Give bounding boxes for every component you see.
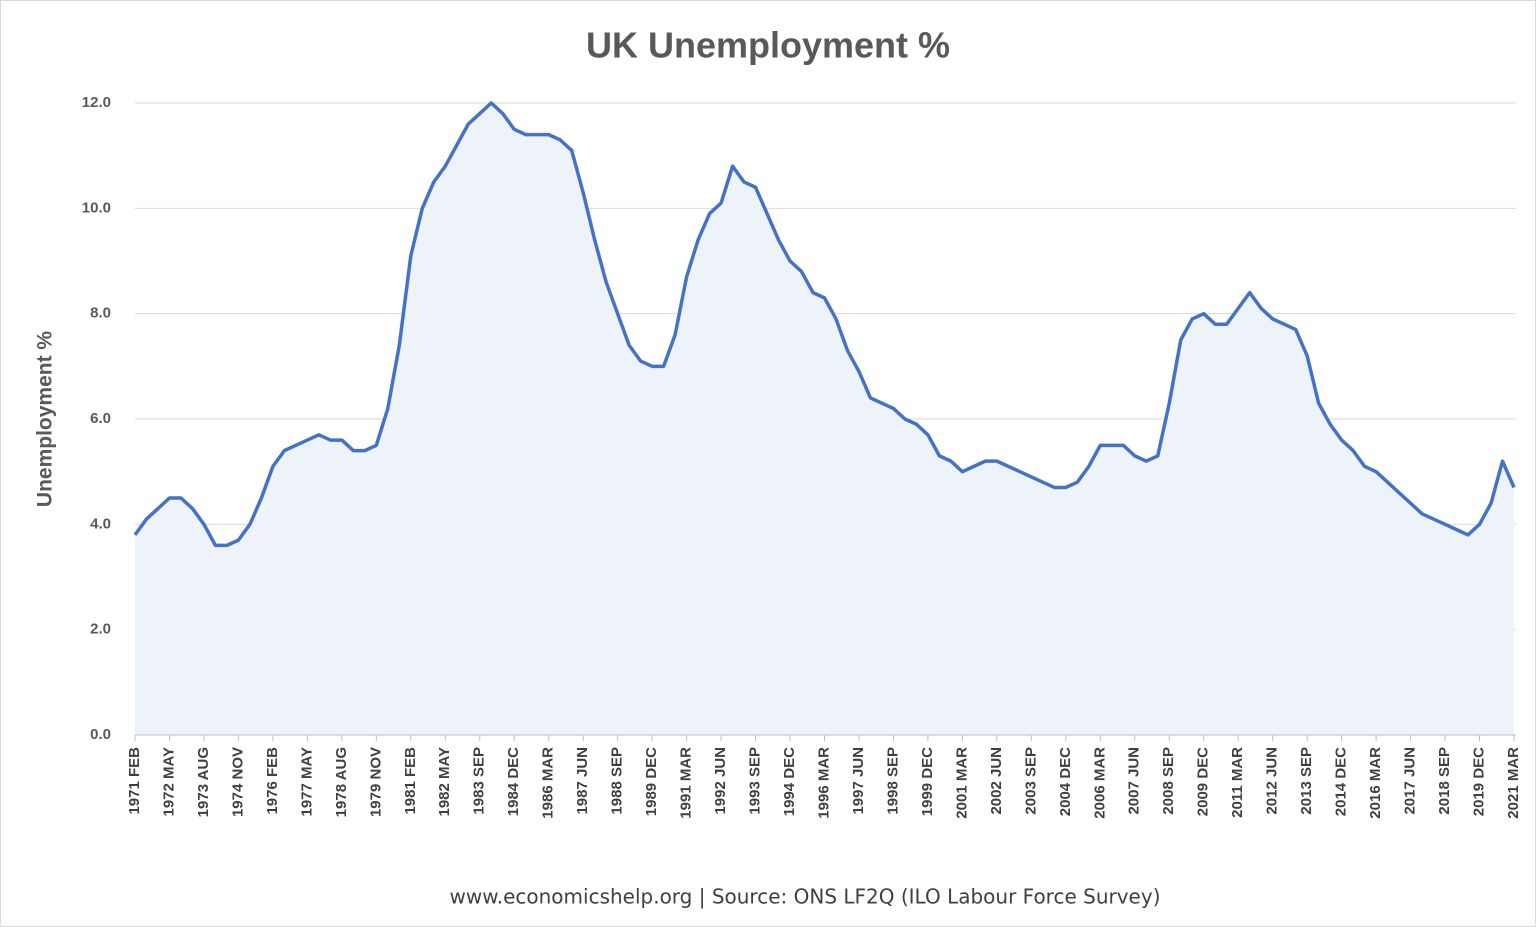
x-tick-label: 1971 FEB [126, 747, 143, 815]
x-tick-label: 1986 MAR [540, 747, 557, 819]
x-tick-label: 2021 MAR [1505, 747, 1522, 819]
x-tick-label: 1977 MAY [298, 747, 315, 817]
x-tick-label: 1996 MAR [815, 747, 832, 819]
x-tick-label: 2013 SEP [1298, 747, 1315, 815]
x-tick-label: 1994 DEC [781, 747, 798, 816]
x-tick-label: 1993 SEP [747, 747, 764, 815]
x-tick-label: 1984 DEC [505, 747, 522, 816]
area-fill [135, 103, 1514, 735]
y-tick-label: 2.0 [90, 621, 111, 638]
x-tick-label: 1983 SEP [471, 747, 488, 815]
y-axis-label: Unemployment % [34, 331, 57, 508]
x-tick-label: 1992 JUN [712, 747, 729, 815]
x-tick-label: 2017 JUN [1402, 747, 1419, 815]
x-tick-label: 2003 SEP [1022, 747, 1039, 815]
x-tick-label: 1976 FEB [264, 747, 281, 815]
y-tick-label: 10.0 [82, 199, 111, 216]
x-tick-label: 2011 MAR [1229, 747, 1246, 818]
x-tick-label: 1972 MAY [160, 747, 177, 817]
x-tick-label: 1989 DEC [643, 747, 660, 816]
x-tick-label: 1999 DEC [919, 747, 936, 816]
x-tick-label: 2018 SEP [1436, 747, 1453, 815]
x-tick-label: 1997 JUN [850, 747, 867, 815]
x-tick-label: 2019 DEC [1470, 747, 1487, 816]
y-tick-label: 6.0 [90, 410, 111, 427]
x-tick-label: 1978 AUG [333, 747, 350, 817]
x-tick-label: 1973 AUG [195, 747, 212, 817]
x-tick-label: 1979 NOV [367, 747, 384, 817]
x-tick-label: 1988 SEP [609, 747, 626, 815]
y-tick-label: 0.0 [90, 726, 111, 743]
x-tick-label: 2012 JUN [1264, 747, 1281, 815]
x-tick-label: 2014 DEC [1333, 747, 1350, 816]
x-tick-label: 2004 DEC [1057, 747, 1074, 816]
x-tick-label: 2016 MAR [1367, 747, 1384, 819]
line [133, 101, 1516, 548]
x-tick-label: 1987 JUN [574, 747, 591, 815]
y-tick-label: 4.0 [90, 515, 111, 532]
chart-title: UK Unemployment % [586, 25, 950, 66]
x-tick-label: 2001 MAR [953, 747, 970, 819]
x-tick-label: 1981 FEB [402, 747, 419, 815]
x-tick-label: 2008 SEP [1160, 747, 1177, 815]
x-tick-label: 1974 NOV [229, 747, 246, 817]
y-tick-label: 8.0 [90, 305, 111, 322]
x-tick-label: 2006 MAR [1091, 747, 1108, 819]
source-note: www.economicshelp.org | Source: ONS LF2Q… [449, 885, 1160, 909]
x-tick-label: 2007 JUN [1126, 747, 1143, 815]
x-tick-label: 1998 SEP [884, 747, 901, 815]
x-tick-label: 1982 MAY [436, 747, 453, 817]
x-tick-label: 1991 MAR [678, 747, 695, 819]
x-tick-label: 2009 DEC [1195, 747, 1212, 816]
y-tick-label: 12.0 [82, 94, 111, 111]
x-tick-label: 2002 JUN [988, 747, 1005, 815]
